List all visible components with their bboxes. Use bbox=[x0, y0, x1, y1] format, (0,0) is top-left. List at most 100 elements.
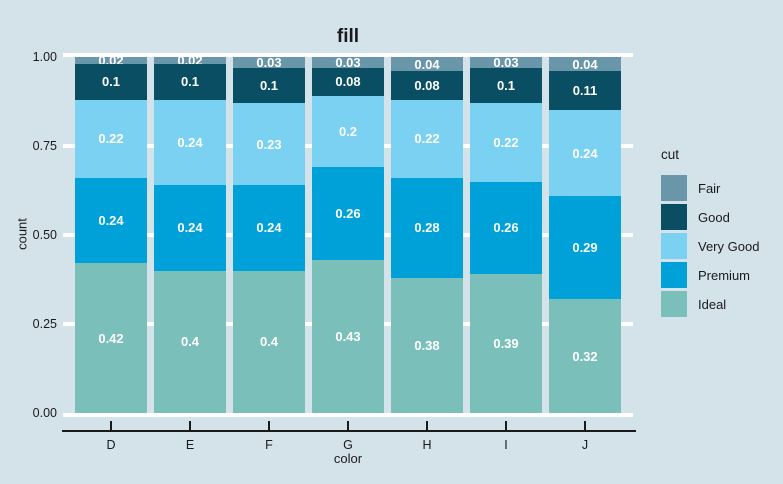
bar-segment-H-premium: 0.28 bbox=[391, 178, 463, 278]
y-axis-title: count bbox=[14, 218, 30, 250]
bar-segment-H-ideal: 0.38 bbox=[391, 277, 463, 413]
bar-segment-label: 0.02 bbox=[98, 53, 124, 69]
bar-segment-I-fair: 0.03 bbox=[470, 54, 542, 70]
bar-segment-label: 0.22 bbox=[98, 131, 124, 147]
bar-segment-label: 0.1 bbox=[101, 74, 121, 90]
y-tick-label-1.00: 1.00 bbox=[32, 50, 57, 64]
bar-segment-G-fair: 0.03 bbox=[312, 54, 384, 70]
bar-segment-E-ideal: 0.4 bbox=[154, 270, 226, 413]
bar-segment-F-ideal: 0.4 bbox=[233, 270, 305, 413]
legend-swatch-icon bbox=[661, 175, 687, 201]
bar-segment-label: 0.08 bbox=[414, 77, 440, 93]
bar-segment-G-premium: 0.26 bbox=[312, 167, 384, 260]
legend-item-premium: Premium bbox=[661, 262, 759, 288]
bar-segment-label: 0.23 bbox=[256, 136, 282, 152]
x-tick-mark-H bbox=[426, 421, 428, 430]
bar-segment-H-good: 0.08 bbox=[391, 71, 463, 100]
bar-segment-label: 0.43 bbox=[335, 328, 361, 344]
bar-segment-I-ideal: 0.39 bbox=[470, 274, 542, 413]
bar-G: 0.03 0.08 0.2 0.26 0.43 bbox=[312, 54, 384, 413]
bar-segment-label: 0.08 bbox=[335, 74, 361, 90]
bar-segment-J-very-good: 0.24 bbox=[549, 110, 621, 196]
legend-item-ideal: Ideal bbox=[661, 291, 759, 317]
legend-swatch-icon bbox=[661, 233, 687, 259]
bar-segment-D-good: 0.1 bbox=[75, 64, 147, 100]
bar-segment-E-good: 0.1 bbox=[154, 64, 226, 100]
bar-F: 0.03 0.1 0.23 0.24 0.4 bbox=[233, 54, 305, 413]
legend-item-good: Good bbox=[661, 204, 759, 230]
bar-segment-label: 0.03 bbox=[335, 54, 361, 70]
legend-swatch-icon bbox=[661, 262, 687, 288]
legend-title: cut bbox=[661, 147, 680, 162]
bar-segment-F-very-good: 0.23 bbox=[233, 103, 305, 186]
x-axis-line bbox=[62, 430, 636, 432]
bar-segment-I-premium: 0.26 bbox=[470, 181, 542, 275]
bar-segment-J-premium: 0.29 bbox=[549, 195, 621, 300]
bar-segment-label: 0.2 bbox=[338, 124, 358, 140]
bar-segment-label: 0.24 bbox=[98, 213, 124, 229]
bar-segment-label: 0.03 bbox=[493, 54, 519, 70]
bar-segment-F-good: 0.1 bbox=[233, 67, 305, 104]
x-tick-mark-F bbox=[268, 421, 270, 430]
bar-E: 0.02 0.1 0.24 0.24 0.4 bbox=[154, 53, 226, 413]
gridline-y-0.00 bbox=[63, 413, 633, 417]
x-tick-label-I: I bbox=[504, 438, 508, 452]
legend-item-label: Premium bbox=[698, 267, 751, 283]
bar-segment-D-ideal: 0.42 bbox=[75, 263, 147, 413]
bar-segment-label: 0.1 bbox=[496, 77, 516, 93]
legend-item-fair: Fair bbox=[661, 175, 759, 201]
legend-item-very-good: Very Good bbox=[661, 233, 759, 259]
bar-segment-label: 0.04 bbox=[572, 56, 598, 72]
bar-segment-label: 0.22 bbox=[414, 131, 440, 147]
plot-panel: 0.02 0.1 0.22 0.24 0.42 0.02 0.1 0.24 0.24 0.4 0.0… bbox=[63, 53, 633, 417]
bar-segment-label: 0.24 bbox=[177, 134, 203, 150]
bar-segment-J-ideal: 0.32 bbox=[549, 299, 621, 413]
bar-segment-label: 0.03 bbox=[256, 54, 282, 70]
bar-segment-E-premium: 0.24 bbox=[154, 185, 226, 271]
bar-J: 0.04 0.11 0.24 0.29 0.32 bbox=[549, 57, 621, 413]
gridline-y-1.00 bbox=[63, 53, 633, 57]
bar-segment-F-premium: 0.24 bbox=[233, 185, 305, 271]
bar-segment-label: 0.24 bbox=[572, 145, 598, 161]
bar-segment-H-very-good: 0.22 bbox=[391, 99, 463, 179]
bar-segment-label: 0.1 bbox=[180, 74, 200, 90]
bar-segment-F-fair: 0.03 bbox=[233, 54, 305, 70]
x-tick-label-J: J bbox=[581, 438, 589, 452]
x-tick-mark-J bbox=[584, 421, 586, 430]
legend: cut Fair Good Very Good Premium Ideal bbox=[661, 147, 759, 320]
bar-D: 0.02 0.1 0.22 0.24 0.42 bbox=[75, 53, 147, 413]
y-tick-label-0.25: 0.25 bbox=[32, 317, 57, 331]
x-axis-title: color bbox=[333, 451, 363, 466]
bar-segment-label: 0.02 bbox=[177, 53, 203, 69]
x-tick-label-G: G bbox=[343, 438, 353, 452]
legend-swatch-icon bbox=[661, 291, 687, 317]
x-tick-mark-E bbox=[189, 421, 191, 430]
bar-segment-label: 0.26 bbox=[493, 220, 519, 236]
legend-item-label: Fair bbox=[698, 180, 721, 196]
bar-segment-label: 0.32 bbox=[572, 348, 598, 364]
bar-segment-label: 0.22 bbox=[493, 134, 519, 150]
legend-items: Fair Good Very Good Premium Ideal bbox=[661, 175, 759, 317]
y-tick-label-0.75: 0.75 bbox=[32, 139, 57, 153]
bar-segment-label: 0.04 bbox=[414, 56, 440, 72]
bar-segment-G-good: 0.08 bbox=[312, 67, 384, 97]
x-tick-label-D: D bbox=[106, 438, 116, 452]
bar-segment-D-premium: 0.24 bbox=[75, 178, 147, 264]
bar-segment-H-fair: 0.04 bbox=[391, 56, 463, 72]
x-tick-mark-D bbox=[110, 421, 112, 430]
y-tick-label-0.50: 0.50 bbox=[32, 228, 57, 242]
x-tick-mark-I bbox=[505, 421, 507, 430]
x-tick-label-E: E bbox=[185, 438, 195, 452]
legend-item-label: Very Good bbox=[698, 238, 760, 254]
y-tick-label-0.00: 0.00 bbox=[32, 406, 57, 420]
bar-segment-label: 0.38 bbox=[414, 337, 440, 353]
bar-segment-E-very-good: 0.24 bbox=[154, 99, 226, 186]
legend-item-label: Good bbox=[698, 209, 730, 225]
bar-segment-E-fair: 0.02 bbox=[154, 53, 226, 69]
bar-segment-I-good: 0.1 bbox=[470, 67, 542, 104]
bar-segment-label: 0.28 bbox=[414, 220, 440, 236]
bar-I: 0.03 0.1 0.22 0.26 0.39 bbox=[470, 54, 542, 413]
bar-segment-G-ideal: 0.43 bbox=[312, 259, 384, 413]
bar-segment-J-fair: 0.04 bbox=[549, 56, 621, 72]
